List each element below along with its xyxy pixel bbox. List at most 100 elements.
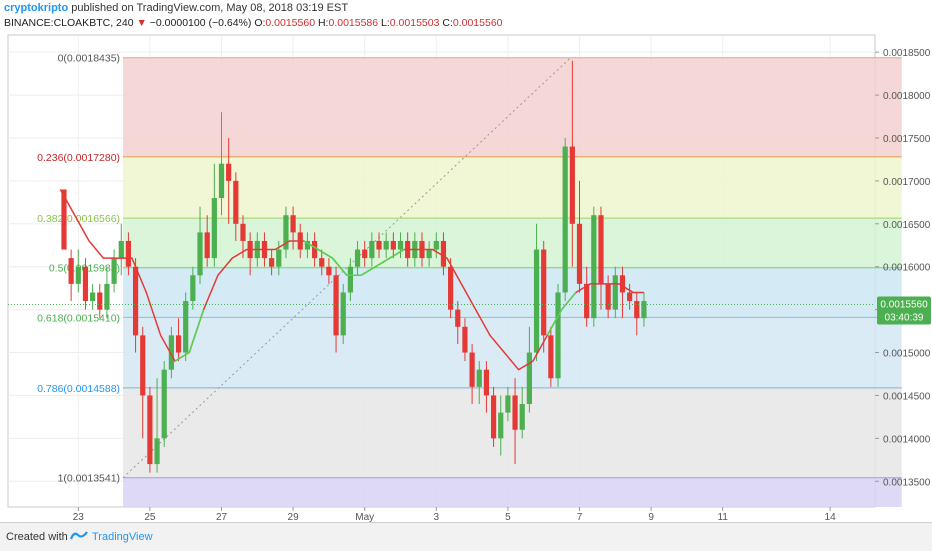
- candle-body[interactable]: [476, 369, 482, 387]
- candle-body[interactable]: [183, 301, 189, 353]
- candle-body[interactable]: [104, 283, 110, 310]
- candle-body[interactable]: [118, 240, 124, 259]
- x-axis-tick-label: May: [355, 512, 374, 522]
- candle-body[interactable]: [319, 258, 325, 267]
- x-axis-tick-label: 25: [144, 512, 156, 522]
- candle-body[interactable]: [462, 326, 468, 353]
- last-price-label: 0.0015560: [880, 299, 928, 310]
- candle-body[interactable]: [161, 369, 167, 439]
- moving-average-up-segment: [174, 309, 205, 362]
- candle-body[interactable]: [426, 249, 432, 259]
- candle-body[interactable]: [619, 275, 626, 293]
- candle-body[interactable]: [598, 215, 604, 284]
- candle-body[interactable]: [197, 232, 203, 276]
- tradingview-brand-link[interactable]: TradingView: [92, 531, 153, 543]
- fib-level-label: 0.618(0.0015410): [37, 312, 120, 324]
- candle-body[interactable]: [226, 163, 232, 181]
- candle-body[interactable]: [304, 240, 311, 250]
- candle-body[interactable]: [369, 240, 375, 259]
- candle-body[interactable]: [433, 240, 439, 250]
- candle-body[interactable]: [455, 309, 461, 327]
- candle-body[interactable]: [498, 412, 504, 439]
- candle-body[interactable]: [526, 352, 532, 405]
- candle-body[interactable]: [641, 301, 647, 319]
- candle-body[interactable]: [490, 395, 497, 439]
- candle-body[interactable]: [541, 249, 547, 336]
- candle-body[interactable]: [276, 249, 282, 267]
- candle-body[interactable]: [347, 266, 353, 293]
- candle-body[interactable]: [383, 240, 389, 250]
- candle-body[interactable]: [569, 146, 575, 224]
- author-name[interactable]: cryptokripto: [4, 2, 69, 14]
- created-with-label: Created with: [6, 531, 68, 543]
- candle-body[interactable]: [627, 292, 633, 302]
- candle-body[interactable]: [469, 352, 475, 387]
- candle-body[interactable]: [533, 249, 540, 353]
- candle-body[interactable]: [483, 369, 490, 396]
- y-axis-tick-label: 0.0014000: [883, 434, 931, 445]
- candle-body[interactable]: [190, 275, 196, 302]
- symbol-label: BINANCE:CLOAKBTC, 240: [4, 17, 134, 29]
- candle-body[interactable]: [111, 258, 117, 284]
- candle-body[interactable]: [90, 292, 96, 302]
- candle-body[interactable]: [82, 266, 89, 302]
- candle-body[interactable]: [548, 335, 554, 379]
- candle-body[interactable]: [376, 240, 382, 250]
- x-axis-tick-label: 23: [73, 512, 85, 522]
- candle-body[interactable]: [75, 266, 81, 284]
- candle-body[interactable]: [140, 335, 146, 396]
- candle-body[interactable]: [519, 404, 525, 430]
- candle-body[interactable]: [333, 275, 339, 336]
- candle-body[interactable]: [448, 266, 454, 310]
- bar-countdown-label: 03:40:39: [885, 312, 924, 323]
- candle-body[interactable]: [605, 283, 611, 310]
- candle-body[interactable]: [97, 292, 103, 310]
- candle-body[interactable]: [634, 301, 640, 319]
- candle-body[interactable]: [175, 335, 182, 353]
- candle-body[interactable]: [218, 163, 225, 199]
- close-label: C:: [442, 17, 453, 29]
- candle-body[interactable]: [204, 232, 210, 259]
- candle-body[interactable]: [591, 215, 597, 319]
- candle-body[interactable]: [340, 292, 346, 336]
- candle-body[interactable]: [612, 275, 618, 310]
- candle-body[interactable]: [311, 240, 318, 259]
- candle-body[interactable]: [233, 180, 239, 224]
- down-arrow-icon: ▼: [136, 17, 147, 29]
- candle-body[interactable]: [283, 215, 289, 250]
- candle-body[interactable]: [505, 395, 511, 413]
- candle-body[interactable]: [68, 258, 74, 284]
- candle-body[interactable]: [562, 146, 568, 293]
- candle-body[interactable]: [269, 258, 275, 267]
- candle-body[interactable]: [584, 283, 590, 319]
- candle-body[interactable]: [147, 395, 153, 465]
- y-axis-tick-label: 0.0017000: [883, 177, 931, 188]
- candle-body[interactable]: [326, 266, 332, 276]
- candle-body[interactable]: [240, 223, 246, 241]
- candle-body[interactable]: [290, 215, 296, 233]
- candle-body[interactable]: [125, 240, 132, 267]
- candle-body[interactable]: [61, 189, 67, 250]
- candle-body[interactable]: [354, 249, 361, 267]
- candle-body[interactable]: [512, 395, 518, 430]
- candle-body[interactable]: [168, 335, 174, 370]
- candle-body[interactable]: [440, 240, 447, 267]
- x-axis-tick-label: 11: [718, 512, 729, 522]
- candle-body[interactable]: [555, 292, 561, 379]
- candle-body[interactable]: [362, 249, 368, 259]
- price-chart[interactable]: 0(0.0018435) 0.236(0.0017280) 0.382(0.0016…: [0, 0, 932, 522]
- candle-body[interactable]: [576, 223, 583, 284]
- candle-body[interactable]: [397, 240, 404, 250]
- x-axis-tick-label: 5: [505, 512, 511, 522]
- fib-level-label: 0.236(0.0017280): [37, 152, 120, 164]
- last-price-box: [877, 296, 931, 325]
- x-axis-tick-label: 29: [288, 512, 300, 522]
- change-value: −0.0000100 (−0.64%): [149, 17, 252, 29]
- candle-body[interactable]: [211, 198, 217, 259]
- candle-body[interactable]: [132, 266, 139, 336]
- x-axis-tick-label: 9: [648, 512, 654, 522]
- candle-body[interactable]: [154, 438, 160, 465]
- fib-zone: [123, 477, 902, 507]
- moving-average-up-segment: [546, 291, 577, 336]
- candle-body[interactable]: [390, 240, 396, 250]
